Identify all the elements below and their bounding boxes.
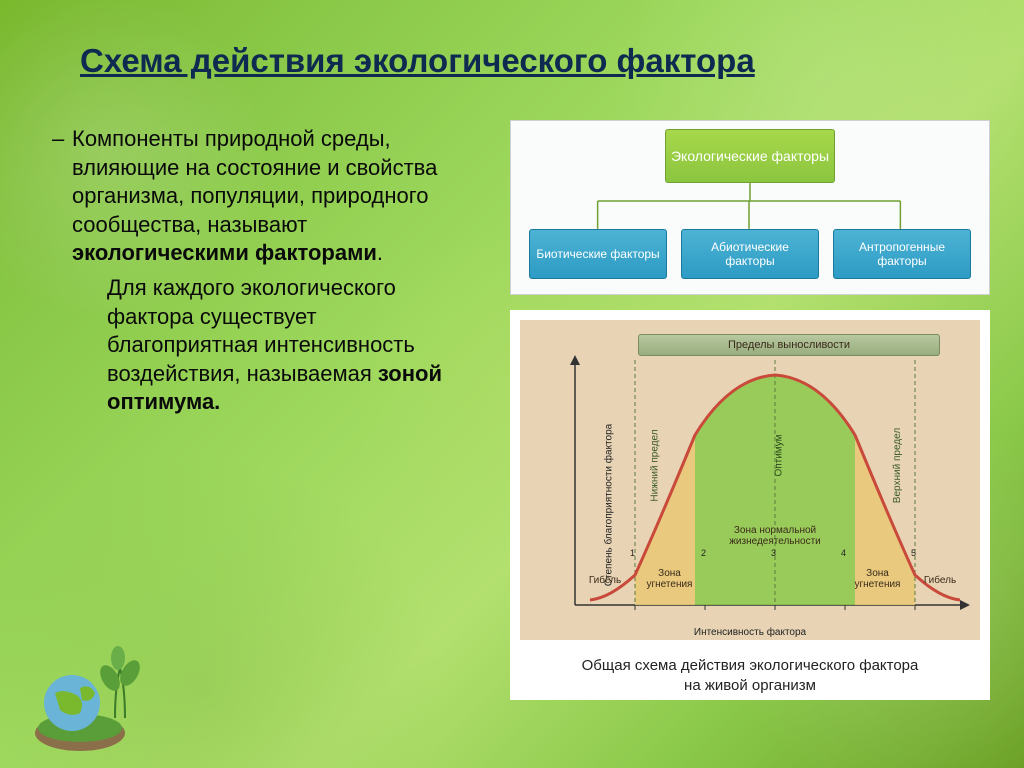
xtick-2: 2 xyxy=(701,548,706,558)
oppression-right-label: Зона угнетения xyxy=(850,568,905,590)
p1-suffix: . xyxy=(377,240,383,265)
normal-zone-label: Зона нормальной жизнедеятельности xyxy=(715,525,835,547)
p2-prefix: Для каждого экологического фактора сущес… xyxy=(107,275,415,386)
xtick-5: 5 xyxy=(911,548,916,558)
lower-limit-label: Нижний предел xyxy=(650,429,661,501)
p1-prefix: Компоненты природной среды, влияющие на … xyxy=(72,126,437,237)
chart-y-axis-label: Степень благоприятности фактора xyxy=(604,424,615,586)
chart-x-axis-label: Интенсивность фактора xyxy=(510,627,990,638)
caption-line2: на живой организм xyxy=(684,677,816,694)
hierarchy-child-abiotic: Абиотические факторы xyxy=(681,229,819,279)
p1-bold: экологическими факторами xyxy=(72,240,377,265)
xtick-1: 1 xyxy=(630,548,635,558)
chart-caption: Общая схема действия экологического факт… xyxy=(510,656,990,695)
hierarchy-connectors xyxy=(511,183,989,229)
optimum-label: Оптимум xyxy=(774,434,785,476)
chart-plot-area: Пределы выносливости Нижний предел xyxy=(520,320,980,640)
caption-line1: Общая схема действия экологического факт… xyxy=(582,657,919,674)
paragraph-2: Для каждого экологического фактора сущес… xyxy=(107,274,452,417)
upper-limit-label: Верхний предел xyxy=(892,428,903,503)
paragraph-1: –Компоненты природной среды, влияющие на… xyxy=(72,125,452,268)
oppression-left-label: Зона угнетения xyxy=(642,568,697,590)
body-text: –Компоненты природной среды, влияющие на… xyxy=(72,125,452,417)
xtick-4: 4 xyxy=(841,548,846,558)
bullet-dash: – xyxy=(52,125,72,154)
hierarchy-child-biotic: Биотические факторы xyxy=(529,229,667,279)
tolerance-curve-svg xyxy=(520,320,980,640)
globe-plant-icon xyxy=(30,618,170,758)
tolerance-chart-panel: Пределы выносливости Нижний предел xyxy=(510,310,990,700)
death-right-label: Гибель xyxy=(915,575,965,586)
page-title: Схема действия экологического фактора xyxy=(80,42,755,80)
hierarchy-child-anthropogenic: Антропогенные факторы xyxy=(833,229,971,279)
hierarchy-diagram: Экологические факторы Биотические фактор… xyxy=(510,120,990,295)
xtick-3: 3 xyxy=(771,548,776,558)
hierarchy-root-node: Экологические факторы xyxy=(665,129,835,183)
